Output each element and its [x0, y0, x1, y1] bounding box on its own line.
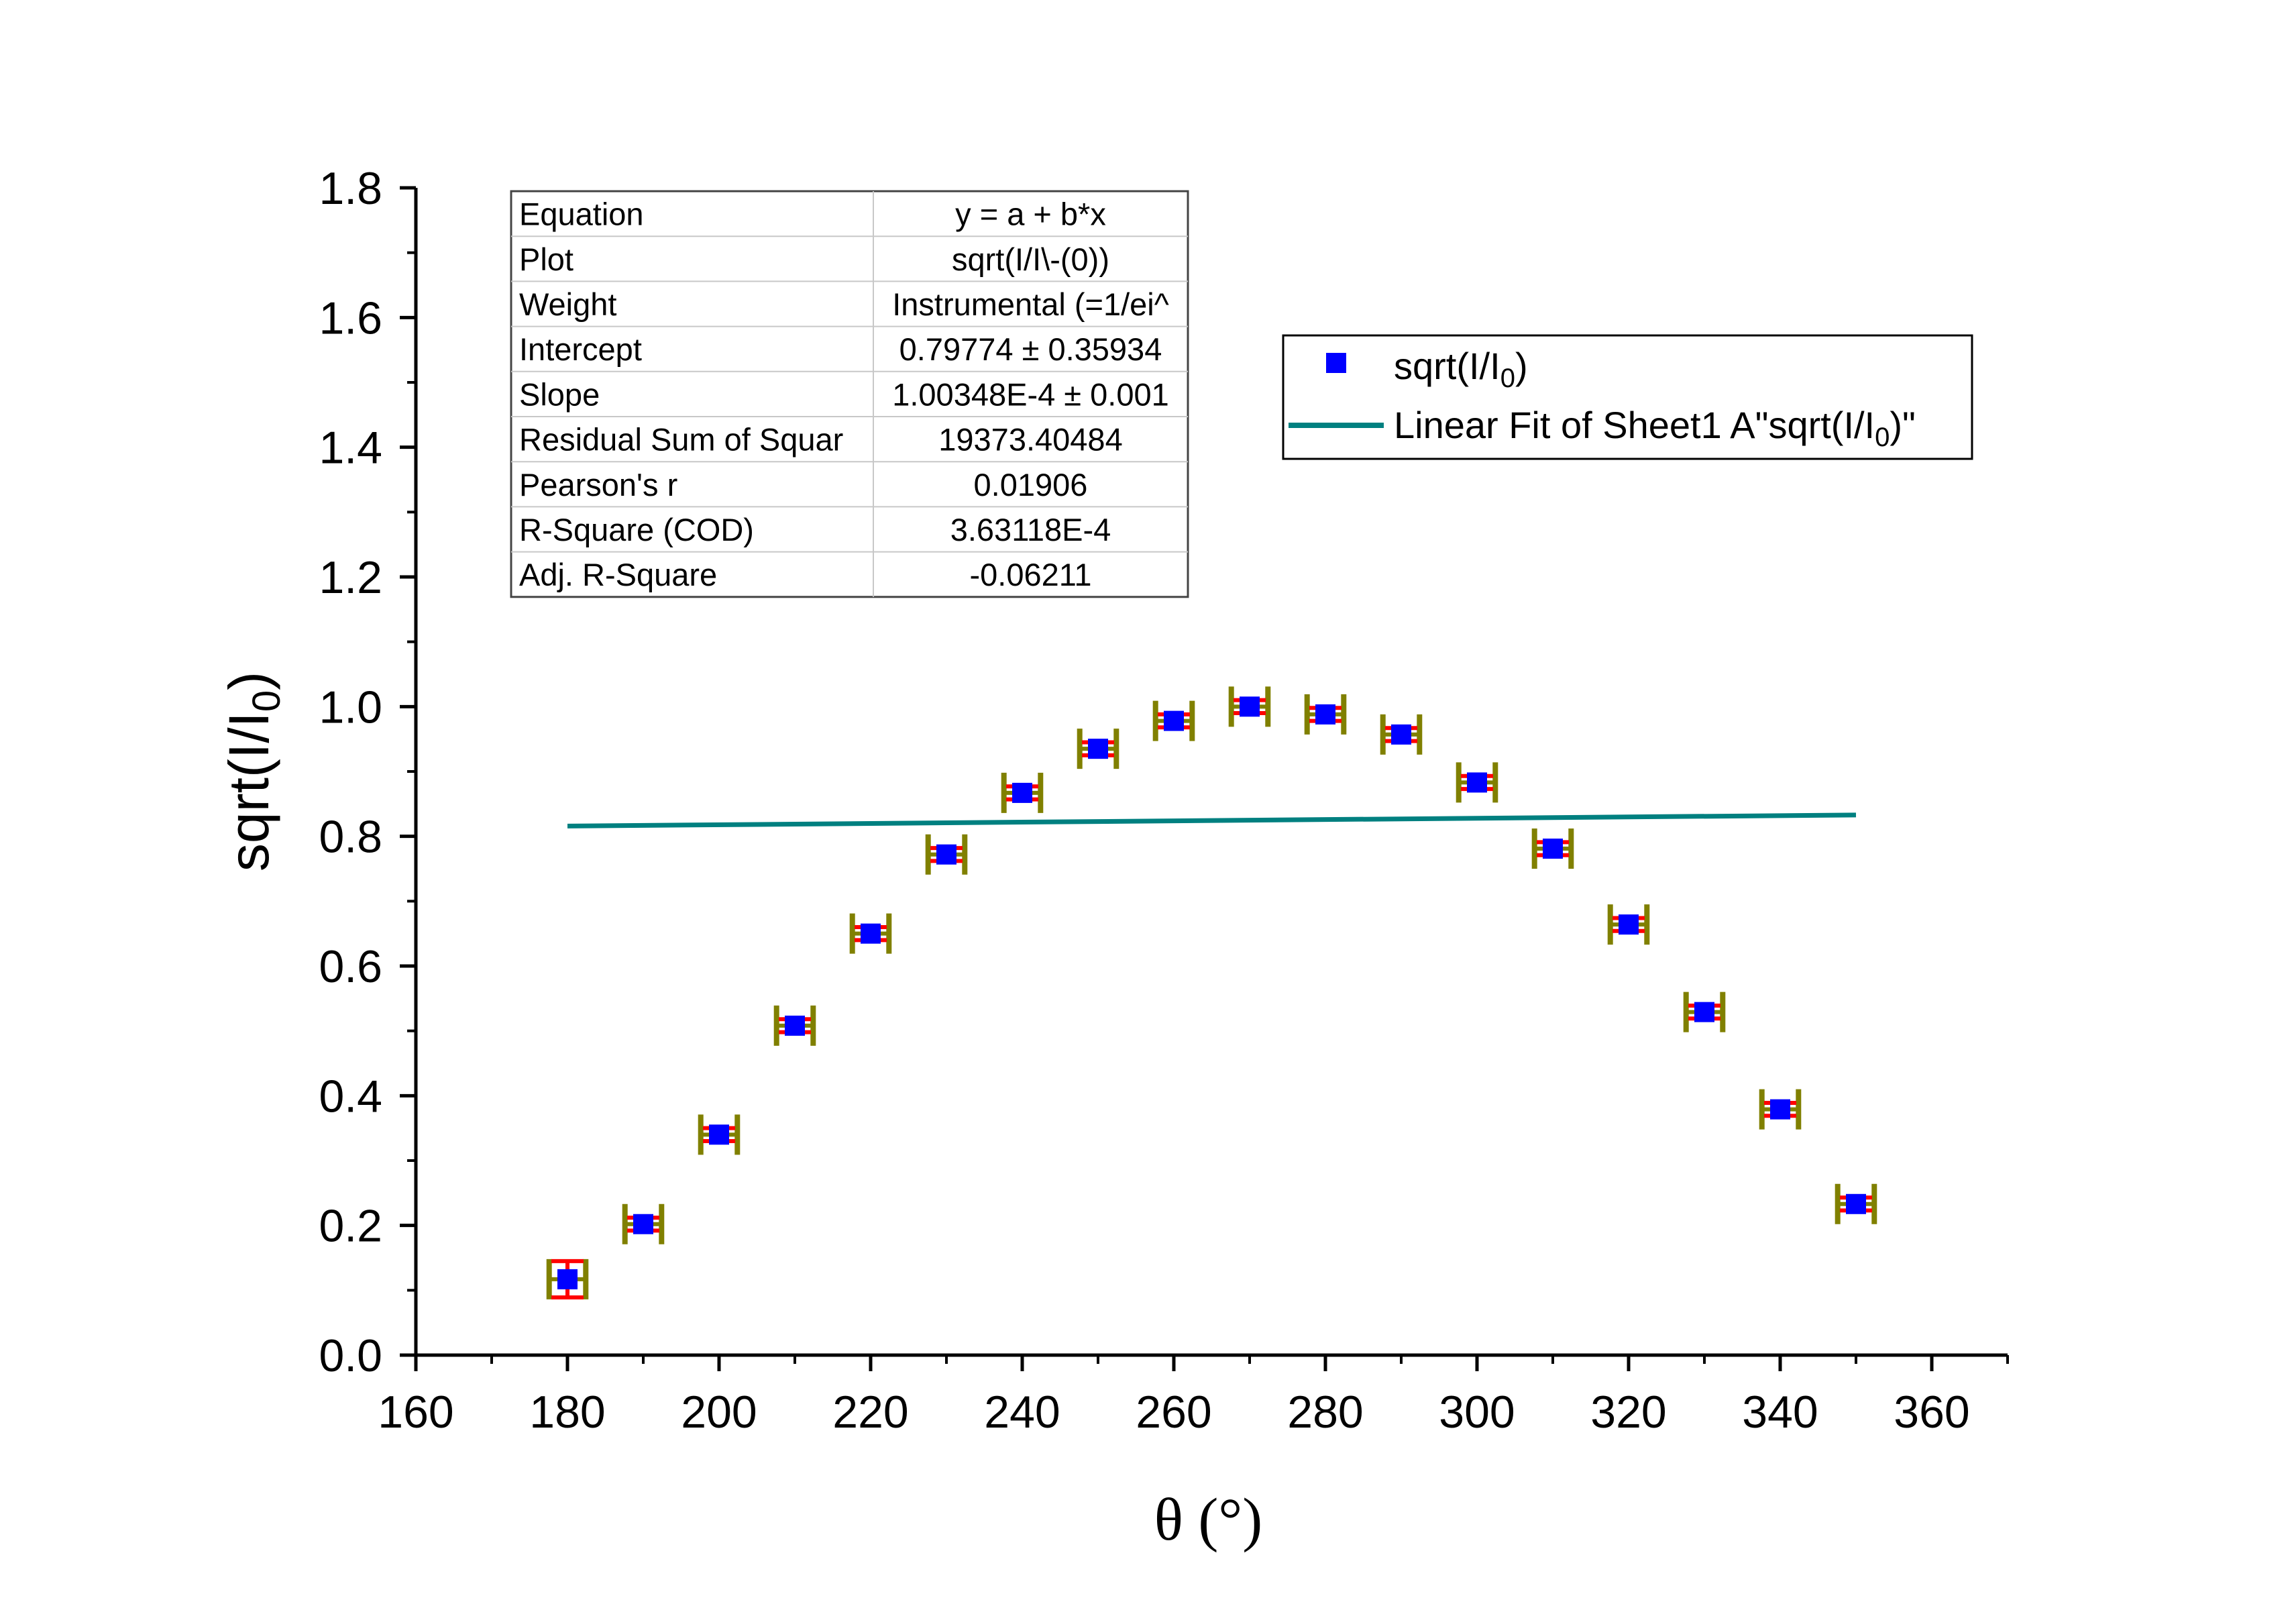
fit-table-value: y = a + b*x [955, 197, 1106, 232]
fit-table-key: Intercept [519, 331, 642, 367]
y-tick-label: 1.6 [319, 292, 382, 343]
x-tick-label: 300 [1439, 1387, 1515, 1438]
data-point [1304, 694, 1347, 735]
data-point [1835, 1183, 1877, 1224]
y-tick-label: 0.8 [319, 812, 382, 863]
square-marker [785, 1015, 805, 1036]
data-point [1228, 686, 1271, 727]
y-tick-label: 0.0 [319, 1330, 382, 1381]
data-point [1380, 714, 1423, 755]
square-marker [1240, 696, 1260, 717]
square-marker [1543, 839, 1563, 859]
data-point [1759, 1089, 1802, 1130]
axes: 160 180 200 220 240 260 280 300 320 340 360 0.0 0.2 0… [319, 163, 2009, 1438]
y-axis-title: sqrt(I/I0) [217, 672, 288, 871]
x-tick-label: 360 [1894, 1387, 1969, 1438]
y-tick-label: 1.2 [319, 552, 382, 603]
square-marker [1846, 1193, 1866, 1214]
data-point [1152, 700, 1195, 741]
x-tick-label: 320 [1590, 1387, 1666, 1438]
data-point [1683, 992, 1726, 1032]
data-point [773, 1005, 816, 1046]
x-tick-label: 200 [681, 1387, 757, 1438]
fit-table-key: Residual Sum of Squar [519, 422, 843, 458]
fit-table-value: 3.63118E-4 [950, 512, 1111, 547]
data-point [1077, 729, 1119, 769]
y-tick-label: 1.8 [319, 163, 382, 214]
data-point [849, 913, 892, 954]
square-marker [1164, 710, 1184, 731]
fit-table-value: 19373.40484 [938, 422, 1122, 458]
data-point [622, 1204, 665, 1244]
square-marker [861, 923, 881, 944]
legend-label-fit: Linear Fit of Sheet1 A"sqrt(I/I0)" [1394, 404, 1916, 452]
legend-frame [1282, 334, 1973, 460]
square-marker [1391, 724, 1411, 745]
x-tick-label: 180 [529, 1387, 605, 1438]
x-axis-title: θ (°) [1154, 1487, 1263, 1553]
data-point [925, 834, 968, 875]
data-point [1531, 828, 1574, 869]
data-point [698, 1114, 741, 1155]
y-tick-label: 0.4 [319, 1071, 382, 1122]
fit-line-layer [567, 812, 1857, 828]
linear-fit-line [567, 812, 1857, 828]
axis-titles: θ (°) sqrt(I/I0) [217, 672, 1262, 1553]
fit-table-key: Pearson's r [519, 467, 677, 502]
fit-table-key: R-Square (COD) [519, 512, 754, 547]
fit-table-value: -0.06211 [969, 557, 1091, 592]
y-tick-label: 1.4 [319, 423, 382, 474]
square-marker [1467, 772, 1487, 793]
fit-table-key: Equation [519, 197, 644, 232]
legend: sqrt(I/I0) Linear Fit of Sheet1 A"sqrt(I/… [1282, 334, 1973, 460]
legend-marker-square [1326, 353, 1346, 373]
square-marker [1315, 704, 1335, 725]
square-marker [557, 1269, 578, 1289]
data-point [1456, 762, 1498, 803]
x-tick-label: 260 [1136, 1387, 1211, 1438]
y-tick-label: 0.2 [319, 1201, 382, 1252]
data-point [1607, 904, 1650, 945]
x-tick-label: 220 [832, 1387, 908, 1438]
fit-table-value: sqrt(I/I\-(0)) [952, 242, 1109, 277]
fit-table-value: 1.00348E-4 ± 0.001 [892, 376, 1169, 412]
square-marker [936, 844, 956, 865]
fit-table-frame [510, 190, 1189, 598]
square-marker [1694, 1002, 1714, 1022]
x-tick-label: 240 [984, 1387, 1060, 1438]
fit-table-key: Slope [519, 376, 600, 412]
square-marker [709, 1124, 729, 1145]
fit-table-key: Adj. R-Square [519, 557, 717, 592]
y-tick-label: 1.0 [319, 682, 382, 733]
y-tick-label: 0.6 [319, 941, 382, 992]
fit-table-value: 0.79774 ± 0.35934 [899, 331, 1162, 367]
x-tick-label: 340 [1742, 1387, 1818, 1438]
x-tick-label: 280 [1287, 1387, 1363, 1438]
points-layer [546, 686, 1877, 1299]
square-marker [1619, 914, 1639, 935]
fit-table-key: Weight [519, 286, 616, 322]
x-tick-label: 160 [378, 1387, 453, 1438]
data-point [546, 1259, 589, 1299]
fit-results-table: Equation y = a + b*x Plot sqrt(I/I\-(0)) Wei… [510, 190, 1189, 598]
square-marker [1012, 782, 1032, 803]
data-point [1001, 772, 1044, 813]
fit-table-key: Plot [519, 242, 573, 277]
square-marker [1088, 739, 1108, 759]
square-marker [1770, 1099, 1790, 1120]
fit-table-value: Instrumental (=1/ei^ [892, 286, 1169, 322]
square-marker [633, 1214, 653, 1234]
fit-table-value: 0.01906 [974, 467, 1088, 502]
legend-label-data: sqrt(I/I0) [1394, 345, 1528, 393]
